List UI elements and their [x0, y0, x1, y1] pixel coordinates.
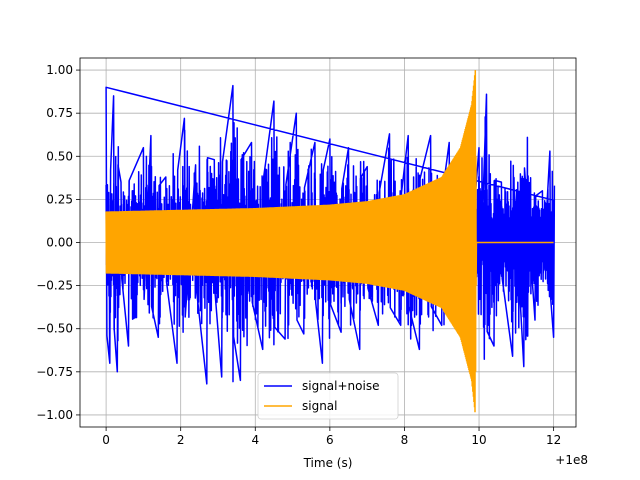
legend-entry-label: signal+noise	[302, 379, 379, 393]
y-tick-label: −0.25	[36, 279, 73, 293]
x-axis: 0 2 4 6 8 10 12	[102, 427, 561, 447]
x-tick-label: 8	[401, 433, 409, 447]
x-tick-label: 2	[177, 433, 185, 447]
x-tick-label: 12	[546, 433, 561, 447]
x-axis-label: Time (s)	[303, 456, 353, 470]
x-tick-label: 10	[471, 433, 486, 447]
series-layer	[105, 70, 556, 413]
x-tick-label: 0	[102, 433, 110, 447]
y-tick-label: 0.50	[46, 149, 73, 163]
y-tick-label: 1.00	[46, 63, 73, 77]
y-tick-label: 0.75	[46, 106, 73, 120]
legend-box	[257, 372, 399, 420]
x-axis-offset-label: +1e8	[555, 453, 588, 467]
x-tick-label: 6	[326, 433, 334, 447]
y-tick-label: −0.50	[36, 322, 73, 336]
y-axis: −1.00 −0.75 −0.50 −0.25 0.00 0.25 0.50 0.75 1.00	[36, 63, 80, 422]
series-signal-line	[105, 70, 554, 413]
legend: signal+noise signal	[257, 372, 399, 420]
y-tick-label: −1.00	[36, 408, 73, 422]
x-tick-label: 4	[251, 433, 259, 447]
legend-entry-label: signal	[302, 399, 338, 413]
y-tick-label: 0.00	[46, 236, 73, 250]
y-tick-label: −0.75	[36, 365, 73, 379]
y-tick-label: 0.25	[46, 192, 73, 206]
